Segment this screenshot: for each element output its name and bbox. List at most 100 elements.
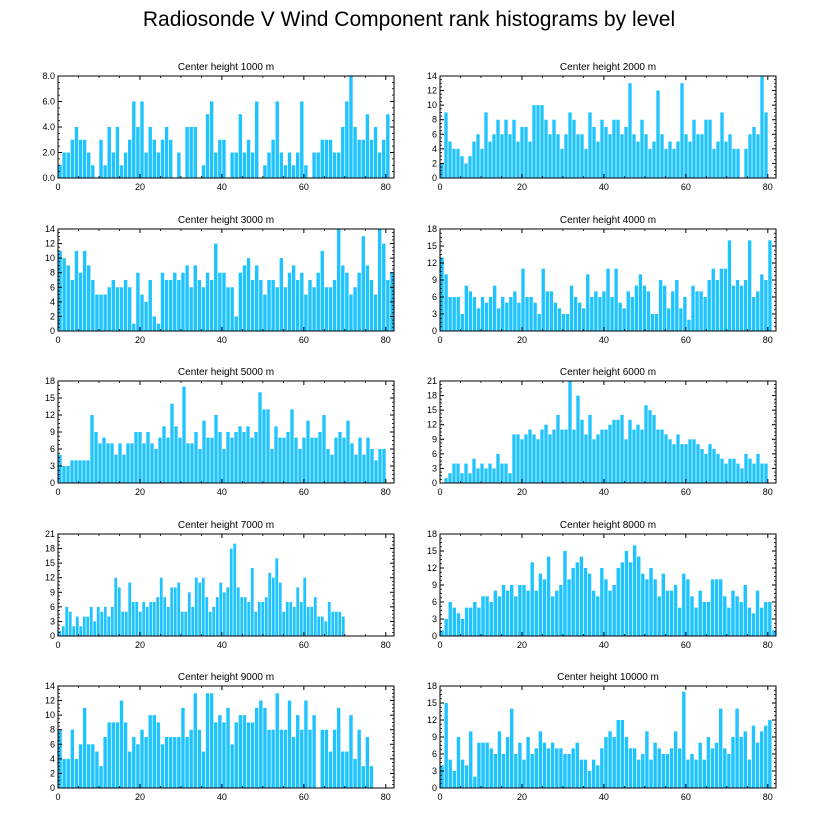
histogram-bar [156, 722, 161, 788]
histogram-bar [727, 607, 731, 636]
histogram-bar [772, 630, 776, 636]
histogram-bar [257, 602, 261, 636]
histogram-bar [349, 294, 353, 331]
y-tick-label: 3 [432, 463, 437, 473]
histogram-bar [346, 420, 350, 483]
y-tick-label: 3 [432, 766, 437, 776]
histogram-bar [142, 443, 146, 483]
y-tick-label: 2 [50, 311, 55, 321]
x-tick-label: 20 [517, 182, 527, 192]
histogram-bar [540, 105, 544, 178]
histogram-bar [632, 545, 637, 636]
histogram-bar [673, 731, 678, 788]
y-tick-label: 18 [45, 544, 55, 554]
histogram-bar [739, 285, 744, 331]
histogram-bar [238, 114, 243, 178]
histogram-bar [480, 463, 484, 483]
histogram-bar [218, 715, 222, 788]
histogram-bar [278, 582, 282, 636]
histogram-bar [735, 596, 739, 636]
histogram-bar [452, 297, 456, 331]
histogram-bar [58, 631, 62, 636]
y-tick-label: 10 [427, 100, 437, 110]
histogram-panel: Center height 2000 m 0 2 4 6 8 10 12 14 0 20 40 60 80 [427, 62, 777, 192]
histogram-bar [263, 707, 267, 788]
x-tick-label: 80 [381, 792, 391, 802]
histogram-bar [345, 751, 349, 788]
histogram-bar [87, 744, 91, 788]
histogram-bar [230, 152, 234, 178]
histogram-bar [756, 291, 760, 331]
histogram-bar [684, 444, 688, 483]
histogram-bar [177, 737, 181, 788]
histogram-bar [318, 432, 322, 483]
histogram-bar [764, 602, 768, 636]
histogram-bar [530, 754, 534, 788]
histogram-bar [456, 737, 461, 788]
histogram-bar [755, 742, 760, 788]
x-tick-label: 40 [599, 487, 609, 497]
histogram-bar [74, 460, 78, 483]
histogram-bar [505, 302, 509, 331]
histogram-bar [598, 297, 602, 331]
histogram-bar [58, 165, 62, 178]
histogram-bar [189, 729, 193, 788]
histogram-bar [357, 139, 361, 178]
histogram-bar [518, 585, 522, 636]
histogram-bar [550, 742, 555, 788]
histogram-bar [594, 291, 598, 331]
histogram-bar [748, 240, 752, 331]
histogram-bar [209, 693, 214, 788]
histogram-bar [464, 463, 468, 483]
histogram-bar [304, 165, 308, 178]
y-tick-label: 0 [432, 326, 437, 336]
histogram-bar [477, 607, 481, 636]
x-tick-label: 20 [135, 182, 145, 192]
histogram-bar [577, 302, 582, 331]
histogram-bar [505, 737, 510, 788]
histogram-bar [500, 463, 504, 483]
histogram-bar [300, 101, 304, 178]
histogram-bar [296, 587, 300, 636]
histogram-bar [250, 152, 255, 178]
y-tick-label: 18 [427, 529, 437, 539]
histogram-bar [114, 454, 118, 483]
histogram-bar [62, 258, 66, 331]
histogram-bar [493, 590, 498, 636]
histogram-bar [549, 291, 553, 331]
histogram-bar [70, 460, 74, 483]
x-tick-label: 20 [517, 487, 527, 497]
histogram-bar [194, 577, 198, 636]
histogram-bar [283, 729, 288, 788]
histogram-bar [739, 737, 743, 788]
histogram-bar [275, 558, 279, 636]
histogram-bar [263, 294, 267, 331]
histogram-bar [604, 737, 608, 788]
histogram-bar [234, 432, 238, 483]
histogram-bar [210, 437, 214, 483]
histogram-bar [382, 243, 386, 331]
x-tick-label: 40 [217, 335, 227, 345]
histogram-bar [201, 751, 206, 788]
histogram-bar [532, 434, 536, 483]
x-tick-label: 0 [437, 640, 442, 650]
histogram-bar [644, 405, 648, 483]
histogram-bar [698, 590, 702, 636]
y-tick-label: 3 [432, 614, 437, 624]
histogram-bar [197, 280, 202, 331]
histogram-bar [82, 139, 87, 178]
histogram-bar [75, 616, 79, 636]
histogram-bar [214, 415, 218, 483]
x-tick-label: 80 [763, 335, 773, 345]
histogram-bar [296, 152, 300, 178]
histogram-bar [193, 265, 197, 331]
histogram-bar [728, 134, 732, 178]
histogram-bar [748, 458, 752, 483]
panel-title: Center height 4000 m [560, 215, 656, 226]
histogram-bar [119, 165, 124, 178]
y-tick-label: 6 [50, 444, 55, 454]
x-tick-label: 80 [381, 335, 391, 345]
histogram-bar [476, 134, 480, 178]
histogram-bar [317, 616, 321, 636]
